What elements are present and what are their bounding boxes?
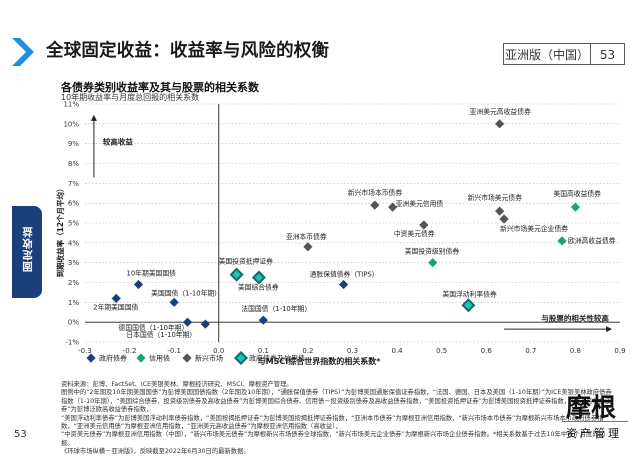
data-point: [232, 270, 241, 279]
legend-marker: [86, 353, 96, 363]
y-tick-label: 0%: [68, 319, 79, 327]
data-point: [254, 273, 264, 282]
y-tick-label: 10%: [63, 120, 79, 128]
point-label: 美国高收益债券: [553, 189, 601, 198]
y-tick-label: 3%: [68, 259, 79, 267]
logo-text: 摩根: [566, 393, 617, 422]
x-tick-label: 0.1: [258, 347, 269, 355]
legend-label: 政府债券: [99, 354, 127, 363]
point-label: 中资美元债券: [394, 229, 435, 238]
x-tick-label: 0.3: [347, 347, 358, 355]
point-label: 新兴市场本币债券: [348, 188, 403, 197]
point-label: 亚洲本币债券: [286, 232, 327, 241]
data-point: [169, 297, 179, 307]
data-point: [258, 315, 268, 325]
data-point: [182, 317, 193, 327]
x-tick-label: 0.8: [570, 347, 581, 355]
notes-legend-2: “美国浮动利率债券”为彭博美国浮动利率债券指数，“美国按揭抵押证券”为彭博美国按…: [61, 414, 604, 431]
edition-label: 亚洲版（中国）: [503, 43, 591, 65]
point-label: 美国投资级别债券: [405, 247, 460, 256]
data-point: [388, 202, 398, 212]
y-tick-label: 5%: [68, 220, 79, 228]
higher-correlation-label: 与股票的相关性较高: [541, 313, 609, 323]
point-label: 新兴市场美元债券: [468, 193, 523, 202]
point-label: 欧洲高收益债券: [568, 236, 616, 245]
y-tick-label: 8%: [68, 160, 79, 168]
data-point: [419, 220, 429, 230]
data-point: [200, 319, 210, 329]
data-point: [303, 242, 313, 252]
x-tick-label: -0.2: [123, 347, 137, 355]
point-label: 法国国债（1-10年期）: [241, 304, 311, 313]
point-label: 美国综合债券: [238, 283, 279, 292]
data-point: [370, 200, 380, 210]
data-point: [557, 236, 567, 246]
y-tick-label: 1%: [68, 299, 79, 307]
point-label: 日本国债（1-10年期）: [126, 330, 196, 339]
point-label: 德国国债（1-10年期）: [119, 323, 189, 332]
legend-marker: [182, 353, 192, 363]
jpmorgan-logo: 摩根 资产管理: [560, 388, 630, 448]
legend-label: 新兴市场: [195, 354, 223, 363]
higher-yield-label: 较高收益: [103, 137, 133, 147]
notes-legend-1: 图例中的“2年期及10年期美国国债”为彭博美国国债指数（2年期及10年期），“通…: [61, 389, 612, 414]
point-label: 美国投资抵押证券: [219, 257, 274, 266]
legend-label: 政府债券及信用债: [249, 354, 305, 363]
y-tick-label: 2%: [68, 279, 79, 287]
point-label: 亚洲美元信用债: [396, 199, 444, 208]
y-tick-label: 6%: [68, 200, 79, 208]
notes-source: 资料来源：彭博、FactSet、ICE美银美林、摩根经济研究、MSCI、摩根资产…: [61, 381, 293, 388]
notes-guide: 《环球市场纵横－亚洲版》，反映截至2022年6月30日的最新数据。: [61, 448, 250, 456]
chart-title: 各债券类别收益率及其与股票的相关系数: [61, 81, 259, 94]
y-tick-label: -1%: [65, 339, 79, 347]
point-label: 通胀保值债券（TIPS）: [310, 269, 379, 278]
x-tick-label: 0.4: [392, 347, 404, 355]
legend-marker: [236, 353, 246, 363]
point-label: 10年期美国国债: [127, 268, 177, 277]
point-label: 2年期美国国债: [93, 302, 138, 311]
page-title: 全球固定收益：收益率与风险的权衡: [46, 41, 330, 61]
y-axis-label: 到期收益率（12个月平均）: [55, 184, 65, 277]
point-label: 新兴市场美元企业债券: [500, 224, 568, 233]
chart-notes: 资料来源：彭博、FactSet、ICE美银美林、摩根经济研究、MSCI、摩根资产…: [61, 381, 616, 457]
x-tick-label: 0.7: [525, 347, 536, 355]
x-tick-label: 0.2: [302, 347, 313, 355]
legend-marker: [136, 353, 146, 363]
x-axis-label: 与MSCI综合世界指数的相关系数*: [258, 356, 382, 366]
data-point: [338, 279, 349, 290]
point-label: 亚洲美元高收益债券: [470, 107, 531, 116]
legend-label: 信用债: [149, 354, 170, 363]
data-point: [570, 202, 581, 212]
chevron-right-icon: [12, 38, 34, 66]
side-section-tab: 固定收益: [12, 206, 42, 298]
data-point: [428, 258, 438, 268]
footer-page-number: 53: [14, 429, 27, 440]
data-point: [464, 301, 473, 310]
y-tick-label: 11%: [63, 101, 79, 109]
page-number-box: 53: [591, 43, 625, 65]
x-tick-label: -0.3: [78, 347, 92, 355]
x-tick-label: 0.6: [481, 347, 493, 355]
point-label: 美国浮动利率债券: [442, 289, 497, 298]
point-label: 美国国债（1-10年期）: [151, 288, 221, 297]
data-point: [133, 279, 144, 290]
x-tick-label: -0.1: [167, 347, 181, 355]
x-tick-label: 0.9: [614, 347, 625, 355]
x-tick-label: 0.5: [436, 347, 447, 355]
notes-legend-3: “中资美元债券”为摩根亚洲信用指数（中国），“新兴市场美元债券”为摩根新兴市场债…: [61, 431, 605, 447]
data-point: [499, 214, 509, 224]
y-tick-label: 9%: [68, 140, 79, 148]
x-tick-label: 0.0: [213, 347, 224, 355]
data-point: [495, 119, 505, 129]
data-point: [111, 293, 121, 303]
y-tick-label: 7%: [68, 180, 79, 188]
logo-divider: [562, 421, 628, 422]
data-point: [495, 206, 505, 216]
chart-subtitle: 10年期收益率与月度总回报的相关系数: [61, 93, 200, 102]
logo-subtitle: 资产管理: [566, 427, 622, 440]
y-tick-label: 4%: [68, 239, 79, 247]
